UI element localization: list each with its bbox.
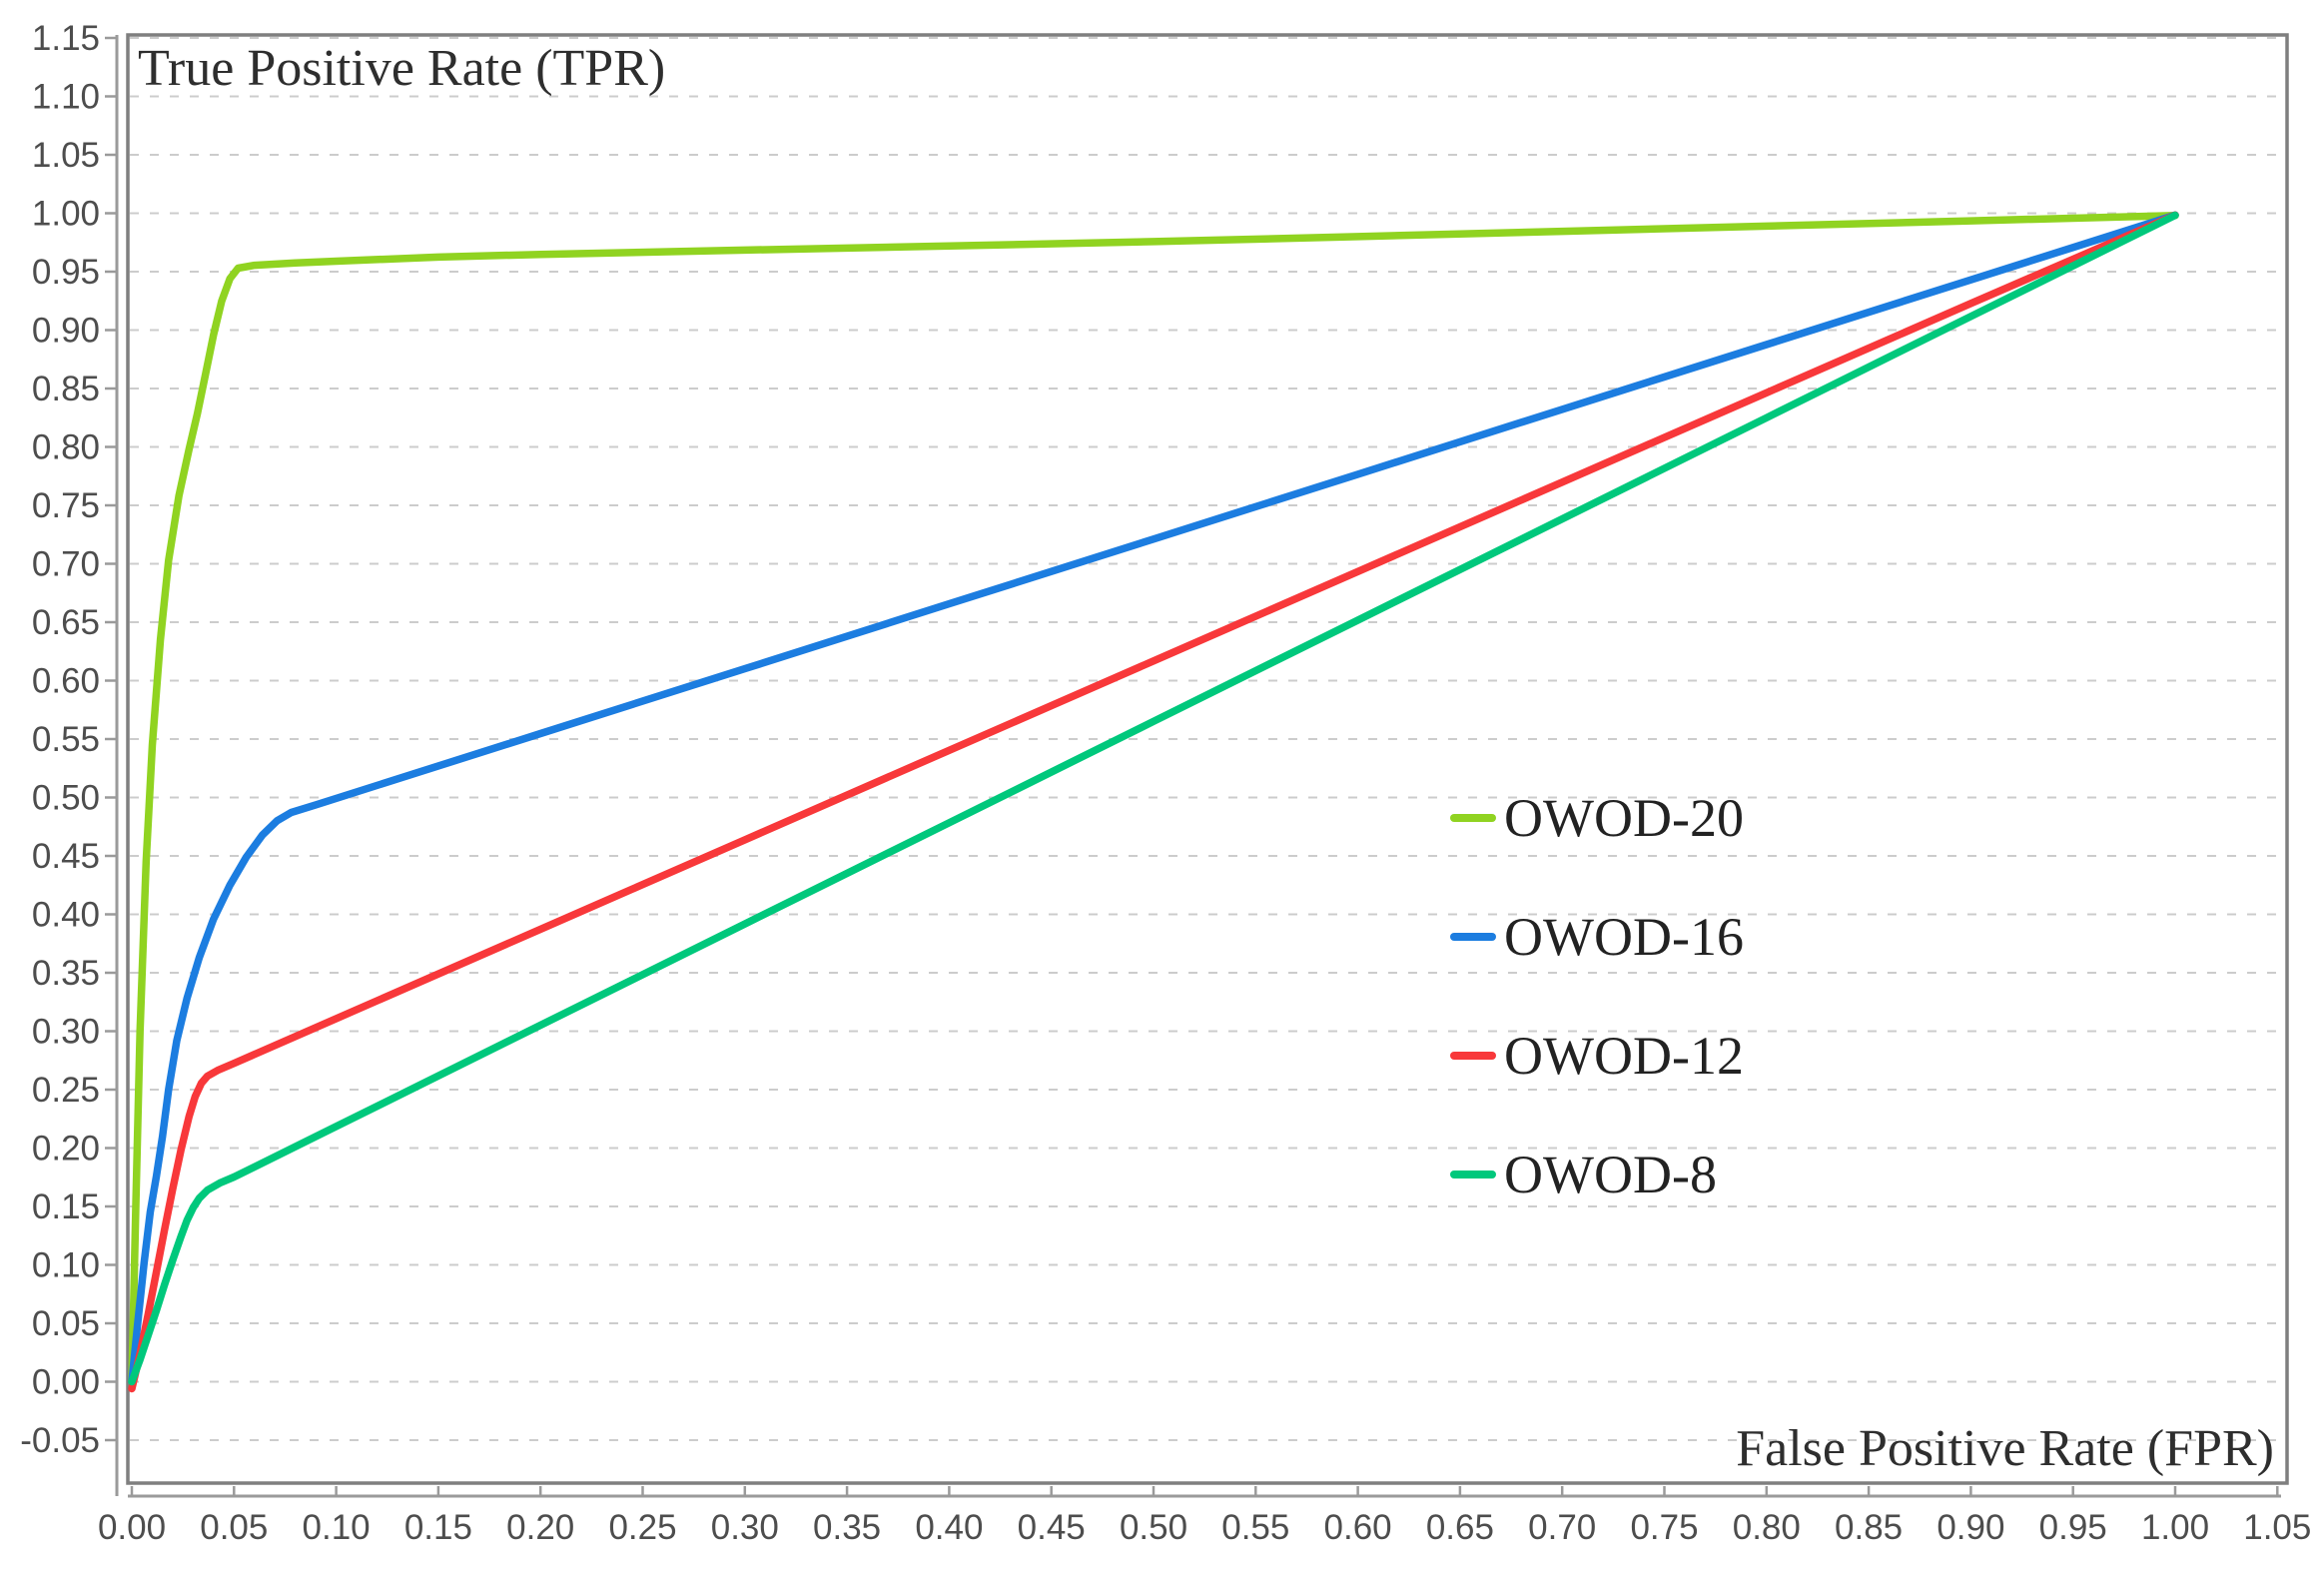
series-line-owod-16 <box>128 211 2179 1386</box>
legend-swatch-icon <box>1450 1170 1496 1178</box>
y-tick-label: 0.10 <box>32 1246 100 1285</box>
legend-label: OWOD-16 <box>1504 906 1744 967</box>
y-tick-label: 0.15 <box>32 1187 100 1226</box>
y-tick-label: 0.05 <box>32 1304 100 1343</box>
x-tick-label: 0.45 <box>1018 1508 1086 1547</box>
series-line-owod-20 <box>128 212 2179 1386</box>
legend-item-owod-20: OWOD-20 <box>1450 758 1744 877</box>
x-tick-label: 1.00 <box>2141 1508 2209 1547</box>
y-tick-label: 0.60 <box>32 662 100 701</box>
x-tick-label: 0.25 <box>608 1508 676 1547</box>
x-tick-label: 0.95 <box>2039 1508 2107 1547</box>
plot-frame <box>126 33 2289 1485</box>
y-tick-label: 0.00 <box>32 1363 100 1402</box>
y-tick-label: -0.05 <box>20 1421 100 1460</box>
x-tick-label: 0.15 <box>404 1508 472 1547</box>
legend-item-owod-8: OWOD-8 <box>1450 1115 1744 1233</box>
x-tick-label: 0.75 <box>1630 1508 1698 1547</box>
x-tick-label: 0.40 <box>915 1508 983 1547</box>
legend-item-owod-12: OWOD-12 <box>1450 996 1744 1115</box>
x-tick-label: 0.80 <box>1733 1508 1801 1547</box>
x-tick-label: 0.20 <box>506 1508 574 1547</box>
x-tick-label: 0.85 <box>1835 1508 1903 1547</box>
series-line-owod-8 <box>128 211 2179 1386</box>
y-axis-title: True Positive Rate (TPR) <box>138 40 666 97</box>
y-tick-label: 0.30 <box>32 1013 100 1052</box>
x-tick-label: 0.35 <box>813 1508 881 1547</box>
y-tick-label: 0.80 <box>32 428 100 467</box>
y-tick-label: 1.10 <box>32 78 100 117</box>
y-tick-label: 0.55 <box>32 720 100 759</box>
y-tick-label: 0.95 <box>32 253 100 292</box>
x-tick-label: 0.05 <box>200 1508 268 1547</box>
legend-label: OWOD-8 <box>1504 1144 1717 1204</box>
y-tick-label: 0.75 <box>32 486 100 525</box>
x-tick-label: 0.00 <box>98 1508 166 1547</box>
legend-swatch-icon <box>1450 813 1496 822</box>
legend-item-owod-16: OWOD-16 <box>1450 877 1744 996</box>
y-tick-label: 0.35 <box>32 954 100 993</box>
legend-label: OWOD-20 <box>1504 787 1744 848</box>
legend-label: OWOD-12 <box>1504 1025 1744 1086</box>
x-tick-label: 0.70 <box>1528 1508 1596 1547</box>
y-tick-label: 0.90 <box>32 312 100 351</box>
legend-swatch-icon <box>1450 932 1496 941</box>
x-tick-label: 0.10 <box>303 1508 371 1547</box>
legend: OWOD-20 OWOD-16 OWOD-12 OWOD-8 <box>1450 758 1744 1233</box>
x-tick-label: 0.90 <box>1937 1508 2004 1547</box>
y-tick-label: 0.65 <box>32 603 100 642</box>
x-tick-label: 0.30 <box>711 1508 779 1547</box>
y-tick-label: 0.50 <box>32 779 100 818</box>
y-tick-label: 0.85 <box>32 370 100 408</box>
x-tick-label: 0.50 <box>1120 1508 1187 1547</box>
y-tick-label: 1.00 <box>32 195 100 234</box>
y-tick-label: 0.40 <box>32 896 100 935</box>
y-tick-label: 0.70 <box>32 545 100 584</box>
x-tick-label: 0.55 <box>1221 1508 1289 1547</box>
y-tick-label: 1.05 <box>32 136 100 175</box>
x-tick-label: 0.60 <box>1324 1508 1392 1547</box>
x-tick-label: 0.65 <box>1426 1508 1494 1547</box>
y-tick-label: 0.45 <box>32 837 100 876</box>
x-tick-label: 1.05 <box>2243 1508 2311 1547</box>
y-tick-label: 0.20 <box>32 1130 100 1169</box>
y-tick-label: 0.25 <box>32 1071 100 1110</box>
legend-swatch-icon <box>1450 1051 1496 1060</box>
x-axis-title: False Positive Rate (FPR) <box>1736 1420 2274 1477</box>
series-line-owod-12 <box>128 211 2179 1393</box>
y-tick-label: 1.15 <box>32 19 100 58</box>
